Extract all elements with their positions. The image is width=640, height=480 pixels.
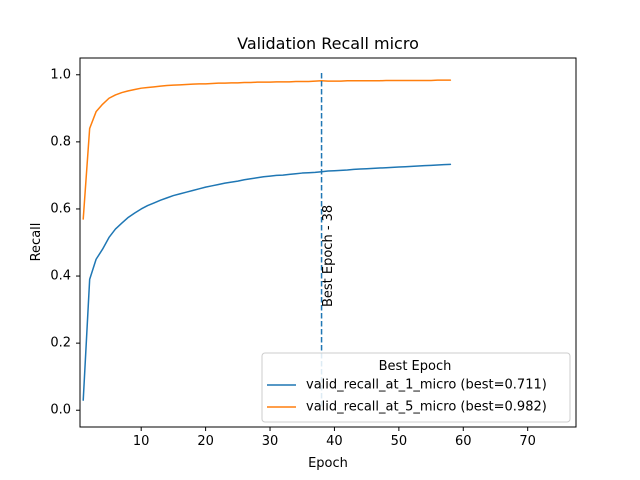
y-tick-label: 0.8: [50, 134, 71, 149]
series-lines: [82, 79, 452, 401]
y-axis-ticks: 0.0 0.2 0.4 0.6 0.8 1.0: [50, 67, 80, 418]
legend-label-2: valid_recall_at_5_micro (best=0.982): [306, 400, 547, 415]
x-tick-label: 60: [455, 434, 472, 449]
x-tick-label: 70: [519, 434, 536, 449]
y-tick-label: 0.2: [50, 336, 71, 351]
x-tick-label: 50: [391, 434, 408, 449]
legend: Best Epoch valid_recall_at_1_micro (best…: [261, 352, 571, 423]
series-line-1: [82, 163, 452, 401]
best-epoch-label: Best Epoch - 38: [321, 205, 336, 307]
x-tick-label: 20: [197, 434, 214, 449]
y-axis-label: Recall: [29, 223, 44, 262]
x-axis-label: Epoch: [308, 456, 348, 471]
x-tick-label: 30: [262, 434, 279, 449]
plot-frame: [79, 57, 577, 428]
y-tick-label: 0.0: [50, 403, 71, 418]
x-axis-ticks: 10 20 30 40 50 60 70: [133, 427, 536, 449]
x-tick-label: 40: [326, 434, 343, 449]
chart-title: Validation Recall micro: [237, 34, 419, 53]
legend-box: [261, 352, 571, 423]
y-tick-label: 0.4: [50, 269, 71, 284]
legend-label-1: valid_recall_at_1_micro (best=0.711): [306, 378, 547, 393]
x-tick-label: 10: [133, 434, 150, 449]
legend-items: valid_recall_at_1_micro (best=0.711) vali…: [267, 378, 547, 415]
legend-title: Best Epoch: [379, 359, 452, 374]
y-tick-label: 0.6: [50, 201, 71, 216]
series-line-2: [82, 79, 452, 220]
y-tick-label: 1.0: [50, 67, 71, 82]
